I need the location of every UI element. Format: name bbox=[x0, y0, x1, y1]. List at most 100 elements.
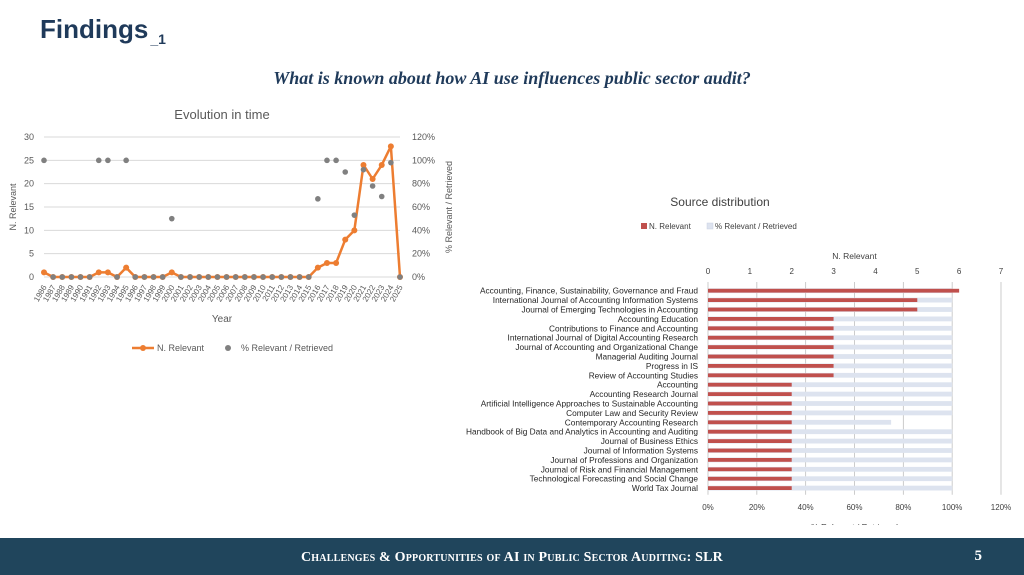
bottom-tick-label: 0% bbox=[702, 503, 714, 512]
bar-n-relevant bbox=[708, 486, 792, 490]
bar-n-relevant bbox=[708, 307, 918, 312]
bottom-tick-label: 100% bbox=[942, 503, 962, 512]
data-point-n-relevant bbox=[342, 236, 349, 243]
data-point-pct-relevant bbox=[360, 166, 367, 173]
category-label: Progress in IS bbox=[646, 361, 699, 371]
chart-title: Evolution in time bbox=[174, 107, 269, 122]
bottom-tick-label: 60% bbox=[846, 503, 862, 512]
legend-swatch-pct bbox=[706, 222, 714, 230]
top-tick-label: 1 bbox=[748, 267, 753, 276]
data-point-pct-relevant bbox=[196, 274, 202, 280]
data-point-n-relevant bbox=[323, 260, 330, 266]
data-point-pct-relevant bbox=[351, 212, 358, 218]
category-label: Managerial Auditing Journal bbox=[596, 352, 699, 362]
data-point-pct-relevant bbox=[141, 274, 148, 280]
bar-n-relevant bbox=[708, 448, 792, 453]
bar-n-relevant bbox=[708, 382, 792, 387]
bar-n-relevant bbox=[708, 420, 792, 425]
y-axis-label: N. Relevant bbox=[8, 183, 18, 231]
slide-title: Findings _1 bbox=[40, 14, 166, 47]
source-distribution-chart: Source distribution N. Relevant % Relevant… bbox=[466, 195, 1011, 525]
bar-pct-relevant bbox=[708, 448, 953, 453]
data-point-n-relevant bbox=[387, 143, 394, 150]
data-point-pct-relevant bbox=[50, 274, 56, 280]
category-label: Accounting Education bbox=[618, 314, 699, 324]
bar-n-relevant bbox=[708, 439, 792, 443]
y-tick-label: 25 bbox=[24, 155, 34, 165]
category-label: Journal of Business Ethics bbox=[601, 436, 698, 446]
data-point-pct-relevant bbox=[159, 274, 166, 280]
y2-tick-label: 20% bbox=[412, 249, 430, 259]
legend-swatch-line-marker bbox=[140, 345, 146, 351]
category-label: Artificial Intelligence Approaches to Su… bbox=[481, 399, 699, 409]
y2-tick-label: 80% bbox=[412, 179, 430, 189]
y-tick-label: 20 bbox=[24, 179, 34, 189]
category-label: Accounting bbox=[657, 380, 698, 390]
bottom-tick-label: 120% bbox=[991, 503, 1011, 512]
bar-pct-relevant bbox=[708, 429, 953, 435]
data-point-pct-relevant bbox=[305, 274, 312, 280]
bar-n-relevant bbox=[708, 373, 834, 378]
data-point-pct-relevant bbox=[214, 274, 221, 280]
y2-axis-label: % Relevant / Retrieved bbox=[444, 161, 454, 253]
data-point-n-relevant bbox=[369, 176, 376, 182]
bar-n-relevant bbox=[708, 354, 834, 359]
category-label: Journal of Information Systems bbox=[584, 446, 698, 456]
data-point-pct-relevant bbox=[59, 274, 66, 280]
bar-n-relevant bbox=[708, 326, 834, 331]
category-label: International Journal of Digital Account… bbox=[508, 333, 699, 343]
data-point-pct-relevant bbox=[41, 157, 47, 164]
slide-title-subscript: _1 bbox=[150, 31, 166, 47]
footer-bar: Challenges & Opportunities of AI in Publ… bbox=[0, 538, 1024, 575]
category-label: Review of Accounting Studies bbox=[589, 370, 698, 380]
evolution-chart: Evolution in time 0 5 10 15 20 25 30 0% 20% 40% 60%… bbox=[8, 107, 454, 353]
top-tick-label: 6 bbox=[957, 267, 962, 276]
data-point-pct-relevant bbox=[178, 274, 184, 280]
bottom-tick-label: 40% bbox=[798, 503, 814, 512]
top-tick-label: 4 bbox=[873, 267, 878, 276]
data-point-pct-relevant bbox=[296, 274, 303, 280]
bar-pct-relevant bbox=[708, 476, 953, 482]
data-point-n-relevant bbox=[360, 162, 367, 168]
top-tick-label: 2 bbox=[789, 267, 794, 276]
y2-tick-label: 100% bbox=[412, 155, 435, 165]
data-point-n-relevant bbox=[41, 269, 47, 276]
category-label: Accounting, Finance, Sustainability, Gov… bbox=[480, 286, 698, 296]
data-point-pct-relevant bbox=[150, 274, 157, 280]
category-label: International Journal of Accounting Info… bbox=[493, 295, 698, 305]
bar-n-relevant bbox=[708, 429, 792, 434]
bar-n-relevant bbox=[708, 298, 918, 302]
category-label: Computer Law and Security Review bbox=[566, 408, 699, 418]
bar-pct-relevant bbox=[708, 485, 953, 491]
bar-n-relevant bbox=[708, 335, 834, 340]
bar-n-relevant bbox=[708, 458, 792, 462]
data-point-pct-relevant bbox=[132, 274, 139, 280]
data-point-n-relevant bbox=[333, 260, 340, 266]
data-point-pct-relevant bbox=[77, 274, 84, 280]
data-point-pct-relevant bbox=[232, 274, 239, 280]
top-tick-label: 5 bbox=[915, 267, 920, 276]
bar-n-relevant bbox=[708, 476, 792, 481]
series-line-n-relevant bbox=[43, 145, 402, 279]
legend-swatch-n-relevant bbox=[641, 223, 647, 229]
data-point-n-relevant bbox=[314, 264, 321, 271]
y2-tick-label: 0% bbox=[412, 272, 425, 282]
data-point-pct-relevant bbox=[187, 274, 193, 280]
category-label: Journal of Accounting and Organizational… bbox=[515, 342, 698, 352]
data-point-pct-relevant bbox=[287, 274, 294, 280]
data-point-pct-relevant bbox=[388, 159, 394, 166]
category-label: Journal of Emerging Technologies in Acco… bbox=[522, 305, 699, 315]
category-label: World Tax Journal bbox=[632, 483, 698, 493]
bar-pct-relevant bbox=[708, 410, 953, 416]
legend-label: N. Relevant bbox=[649, 222, 692, 231]
bar-n-relevant bbox=[708, 288, 960, 293]
y-tick-label: 5 bbox=[29, 249, 34, 259]
data-point-n-relevant bbox=[95, 269, 102, 276]
x-axis-label: Year bbox=[212, 314, 233, 325]
y-tick-label: 15 bbox=[24, 202, 34, 212]
data-point-n-relevant bbox=[123, 264, 130, 271]
y2-tick-label: 120% bbox=[412, 132, 435, 142]
data-point-pct-relevant bbox=[205, 274, 212, 280]
top-tick-label: 0 bbox=[706, 267, 711, 276]
bottom-axis-label: % Relevant / Retrieved bbox=[811, 522, 898, 525]
